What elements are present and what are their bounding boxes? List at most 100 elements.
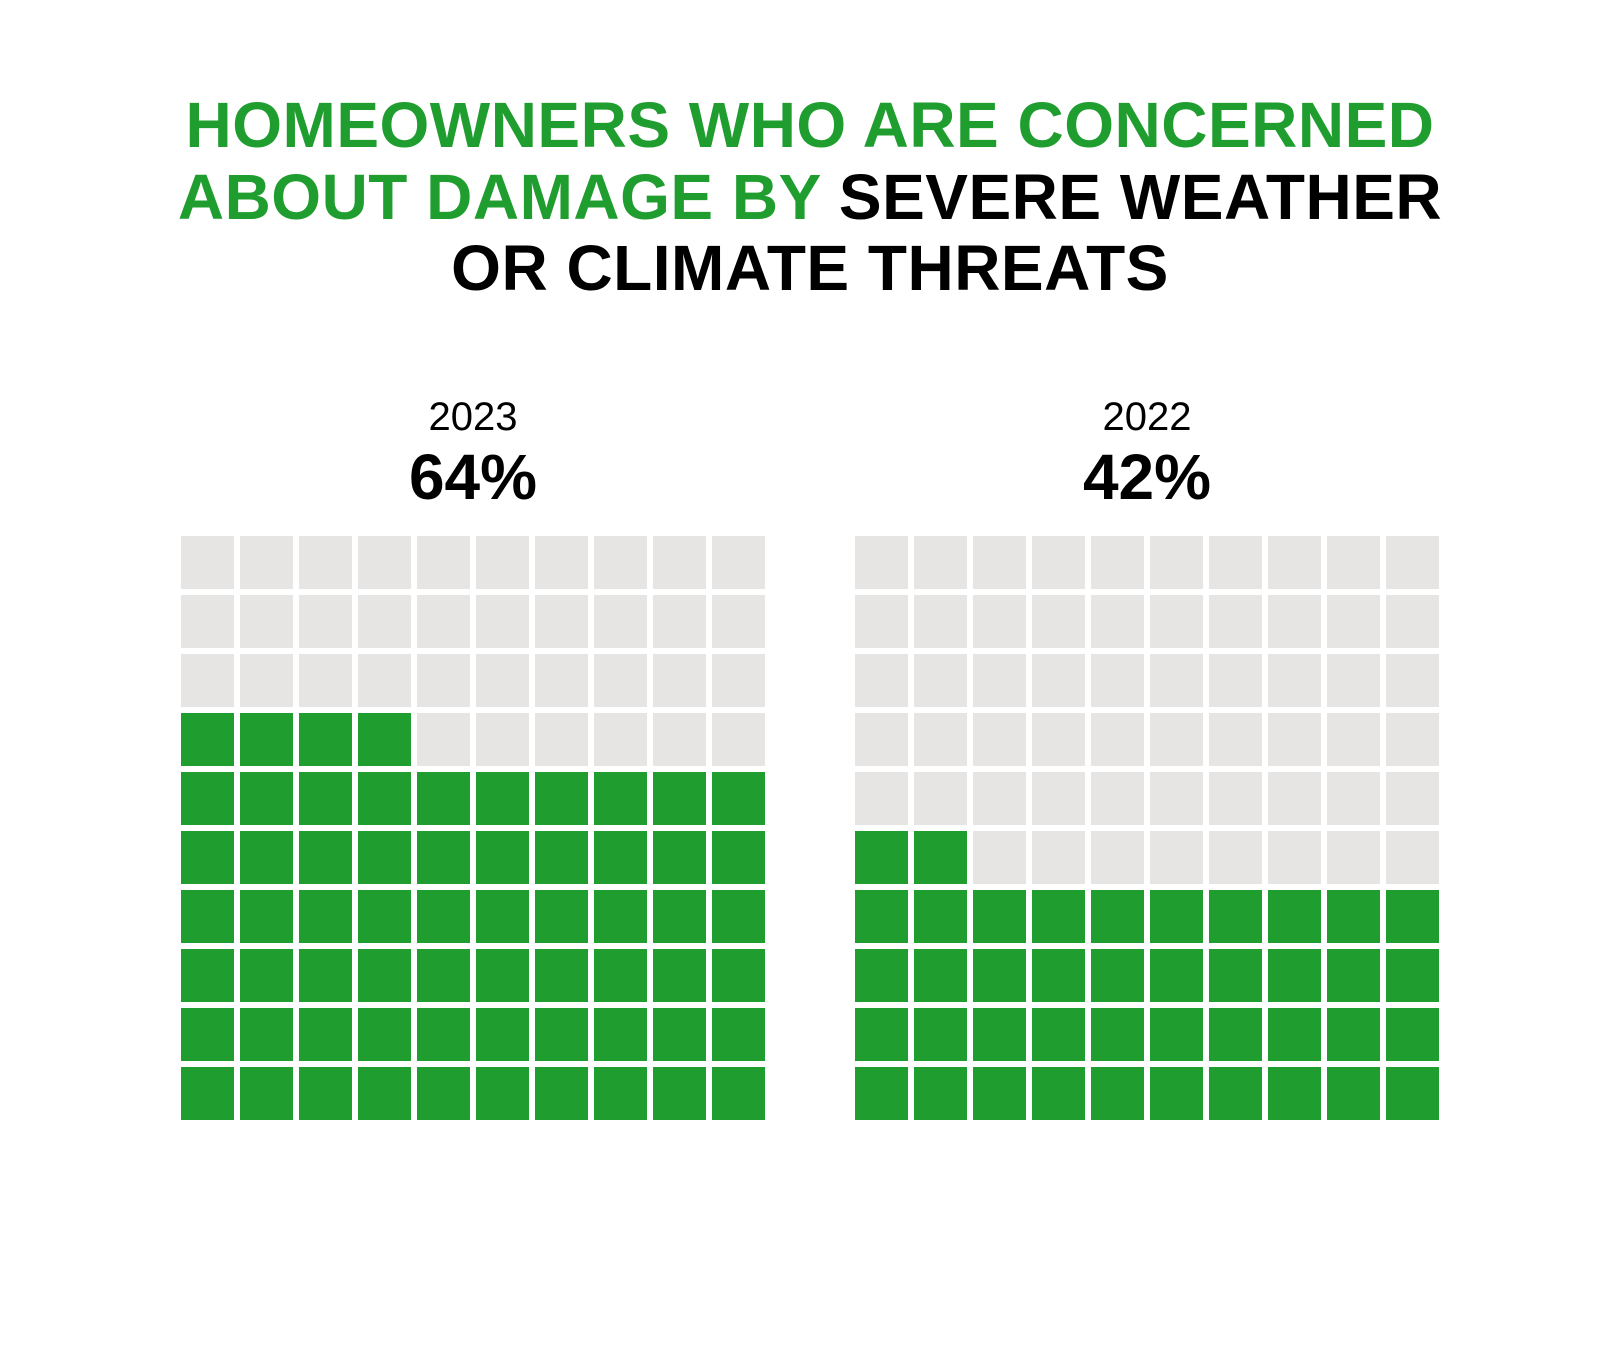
waffle-cell — [1327, 536, 1380, 589]
waffle-cell — [299, 949, 352, 1002]
waffle-cell — [1386, 595, 1439, 648]
waffle-cell — [1091, 536, 1144, 589]
waffle-cell — [240, 536, 293, 589]
waffle-cell — [535, 831, 588, 884]
waffle-cell — [1268, 1008, 1321, 1061]
waffle-cell — [299, 1008, 352, 1061]
waffle-cell — [1150, 949, 1203, 1002]
waffle-cell — [653, 890, 706, 943]
charts-container: 2023 64% 2022 42% — [120, 395, 1500, 1120]
waffle-cell — [1268, 949, 1321, 1002]
waffle-cell — [240, 1067, 293, 1120]
waffle-cell — [417, 654, 470, 707]
waffle-cell — [1268, 890, 1321, 943]
waffle-cell — [1268, 713, 1321, 766]
waffle-cell — [299, 654, 352, 707]
waffle-cell — [535, 595, 588, 648]
waffle-cell — [973, 713, 1026, 766]
waffle-cell — [712, 1008, 765, 1061]
waffle-cell — [299, 1067, 352, 1120]
waffle-cell — [712, 654, 765, 707]
waffle-cell — [358, 1067, 411, 1120]
waffle-cell — [535, 536, 588, 589]
waffle-cell — [417, 890, 470, 943]
waffle-cell — [476, 831, 529, 884]
waffle-cell — [1091, 949, 1144, 1002]
waffle-cell — [914, 772, 967, 825]
waffle-cell — [594, 713, 647, 766]
waffle-cell — [1150, 772, 1203, 825]
waffle-cell — [1209, 595, 1262, 648]
waffle-cell — [653, 949, 706, 1002]
title-line2-green: ABOUT DAMAGE BY — [178, 161, 839, 233]
waffle-cell — [973, 536, 1026, 589]
waffle-cell — [594, 654, 647, 707]
waffle-cell — [1032, 949, 1085, 1002]
waffle-cell — [914, 595, 967, 648]
waffle-cell — [1327, 1008, 1380, 1061]
waffle-cell — [1091, 654, 1144, 707]
waffle-cell — [1209, 713, 1262, 766]
waffle-cell — [358, 654, 411, 707]
waffle-cell — [240, 890, 293, 943]
waffle-cell — [1327, 831, 1380, 884]
waffle-cell — [653, 654, 706, 707]
waffle-cell — [712, 949, 765, 1002]
title-line1: HOMEOWNERS WHO ARE CONCERNED — [120, 90, 1500, 162]
waffle-cell — [358, 831, 411, 884]
waffle-cell — [1209, 536, 1262, 589]
waffle-cell — [417, 713, 470, 766]
waffle-cell — [1091, 772, 1144, 825]
waffle-cell — [1268, 831, 1321, 884]
waffle-cell — [1091, 713, 1144, 766]
waffle-cell — [855, 831, 908, 884]
waffle-cell — [1209, 949, 1262, 1002]
waffle-cell — [1091, 595, 1144, 648]
title-line2-black: SEVERE WEATHER — [839, 161, 1442, 233]
waffle-cell — [417, 1067, 470, 1120]
waffle-cell — [358, 772, 411, 825]
waffle-cell — [1268, 772, 1321, 825]
waffle-cell — [299, 536, 352, 589]
waffle-cell — [1032, 654, 1085, 707]
waffle-cell — [973, 772, 1026, 825]
waffle-cell — [476, 595, 529, 648]
waffle-cell — [240, 949, 293, 1002]
waffle-cell — [653, 1067, 706, 1120]
waffle-cell — [535, 713, 588, 766]
waffle-cell — [1150, 1008, 1203, 1061]
chart-title: HOMEOWNERS WHO ARE CONCERNED ABOUT DAMAG… — [120, 90, 1500, 305]
waffle-cell — [299, 713, 352, 766]
waffle-cell — [712, 536, 765, 589]
waffle-cell — [535, 890, 588, 943]
waffle-cell — [973, 1067, 1026, 1120]
waffle-cell — [358, 949, 411, 1002]
waffle-cell — [417, 949, 470, 1002]
waffle-grid — [181, 536, 765, 1120]
waffle-cell — [1327, 654, 1380, 707]
waffle-cell — [181, 595, 234, 648]
waffle-cell — [181, 654, 234, 707]
waffle-grid — [855, 536, 1439, 1120]
waffle-cell — [1032, 713, 1085, 766]
chart-2023: 2023 64% — [181, 395, 765, 1120]
waffle-cell — [914, 713, 967, 766]
waffle-cell — [855, 595, 908, 648]
waffle-cell — [535, 1008, 588, 1061]
waffle-cell — [417, 1008, 470, 1061]
waffle-cell — [653, 713, 706, 766]
waffle-cell — [535, 772, 588, 825]
waffle-cell — [1032, 1008, 1085, 1061]
waffle-cell — [476, 654, 529, 707]
waffle-cell — [1032, 772, 1085, 825]
waffle-cell — [712, 595, 765, 648]
waffle-cell — [299, 831, 352, 884]
waffle-cell — [1150, 1067, 1203, 1120]
waffle-cell — [1150, 713, 1203, 766]
waffle-cell — [1150, 654, 1203, 707]
waffle-cell — [1386, 1067, 1439, 1120]
waffle-cell — [1032, 595, 1085, 648]
waffle-cell — [1091, 890, 1144, 943]
waffle-cell — [1032, 890, 1085, 943]
waffle-cell — [855, 772, 908, 825]
